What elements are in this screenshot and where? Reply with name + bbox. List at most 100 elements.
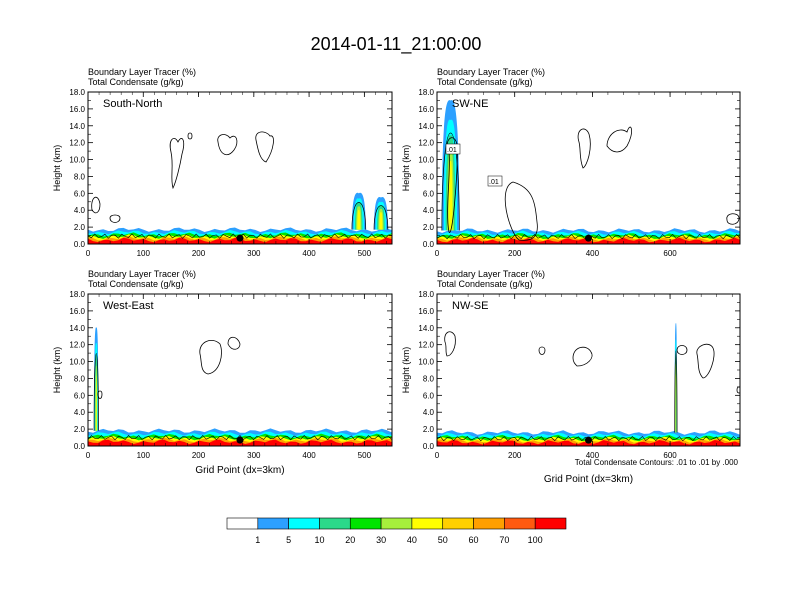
cloud-contour bbox=[217, 134, 238, 156]
y-tick-label: 18.0 bbox=[418, 290, 434, 299]
y-tick-label: 12.0 bbox=[418, 341, 434, 350]
y-tick-label: 0.0 bbox=[74, 442, 86, 451]
y-tick-label: 8.0 bbox=[423, 172, 435, 181]
y-tick-label: 6.0 bbox=[423, 189, 435, 198]
y-axis-label: Height (km) bbox=[52, 145, 62, 192]
location-marker bbox=[236, 436, 244, 444]
panels: Boundary Layer Tracer (%)Total Condensat… bbox=[52, 67, 741, 485]
y-tick-label: 4.0 bbox=[423, 408, 435, 417]
plot-area bbox=[437, 100, 740, 244]
y-tick-label: 2.0 bbox=[423, 425, 435, 434]
y-tick-label: 12.0 bbox=[69, 139, 85, 148]
plot-area bbox=[88, 131, 392, 244]
y-axis-label: Height (km) bbox=[401, 145, 411, 192]
colorbar-box bbox=[319, 517, 351, 530]
cloud-contour bbox=[606, 126, 632, 153]
y-tick-label: 18.0 bbox=[69, 88, 85, 97]
contour-label-box bbox=[445, 143, 461, 155]
y-tick-label: 8.0 bbox=[74, 172, 86, 181]
cloud-contour bbox=[109, 214, 121, 223]
y-tick-label: 14.0 bbox=[69, 122, 85, 131]
plume-contour bbox=[351, 202, 367, 230]
colorbar-label: 100 bbox=[528, 535, 543, 545]
y-axis-label: Height (km) bbox=[401, 347, 411, 394]
colorbar-box bbox=[411, 517, 444, 530]
colorbar-box bbox=[442, 517, 474, 530]
y-tick-label: 8.0 bbox=[74, 374, 86, 383]
colorbar-label: 10 bbox=[314, 535, 324, 545]
subtitle-tracer: Boundary Layer Tracer (%) bbox=[88, 269, 196, 279]
y-tick-label: 0.0 bbox=[74, 240, 86, 249]
y-tick-label: 14.0 bbox=[69, 324, 85, 333]
x-tick-label: 200 bbox=[508, 451, 522, 460]
colorbar-box bbox=[504, 517, 536, 530]
y-tick-label: 6.0 bbox=[74, 189, 86, 198]
plume-fill bbox=[95, 375, 97, 431]
y-tick-label: 16.0 bbox=[418, 105, 434, 114]
subtitle-tracer: Boundary Layer Tracer (%) bbox=[88, 67, 196, 77]
panel-1: Boundary Layer Tracer (%)Total Condensat… bbox=[52, 67, 393, 258]
y-tick-label: 6.0 bbox=[74, 391, 86, 400]
x-tick-label: 400 bbox=[302, 451, 316, 460]
y-tick-label: 10.0 bbox=[418, 358, 434, 367]
panel-frame bbox=[87, 91, 393, 245]
colorbar-label: 70 bbox=[499, 535, 509, 545]
cloud-contour bbox=[538, 346, 546, 355]
subtitle-condensate: Total Condensate (g/kg) bbox=[88, 77, 184, 87]
contour-label-box bbox=[487, 175, 503, 187]
y-tick-label: 6.0 bbox=[423, 391, 435, 400]
panel-label: NW-SE bbox=[452, 300, 488, 312]
x-tick-label: 0 bbox=[86, 451, 91, 460]
panel-label: South-North bbox=[103, 98, 162, 110]
plot-area bbox=[88, 327, 392, 446]
cloud-contour bbox=[504, 181, 538, 241]
y-tick-label: 10.0 bbox=[69, 156, 85, 165]
y-tick-label: 4.0 bbox=[74, 408, 86, 417]
location-marker bbox=[236, 234, 244, 242]
x-tick-label: 600 bbox=[663, 451, 677, 460]
y-tick-label: 14.0 bbox=[418, 122, 434, 131]
plot-area bbox=[437, 323, 740, 446]
y-tick-label: 18.0 bbox=[69, 290, 85, 299]
location-marker bbox=[585, 436, 592, 444]
x-tick-label: 300 bbox=[247, 249, 261, 258]
cloud-contour bbox=[255, 131, 274, 163]
colorbar-box bbox=[380, 517, 413, 530]
location-marker bbox=[585, 234, 592, 242]
plume-fill bbox=[448, 160, 453, 231]
cloud-contour bbox=[577, 128, 591, 169]
colorbar-label: 20 bbox=[345, 535, 355, 545]
plume-fill bbox=[675, 374, 677, 433]
plume-fill bbox=[379, 211, 383, 230]
y-tick-label: 4.0 bbox=[74, 206, 86, 215]
colorbar-box bbox=[473, 517, 505, 530]
x-axis-label: Grid Point (dx=3km) bbox=[195, 465, 284, 476]
panel-label: SW-NE bbox=[452, 98, 488, 110]
contour-label: .01 bbox=[489, 179, 499, 186]
y-tick-label: 2.0 bbox=[74, 223, 86, 232]
panel-frame bbox=[436, 91, 741, 245]
cloud-contour bbox=[696, 343, 715, 379]
x-tick-label: 200 bbox=[192, 451, 206, 460]
cloud-contour bbox=[736, 386, 740, 394]
colorbar: 1 5 10 20 30 40 50 60 70 100 bbox=[226, 517, 567, 545]
y-tick-label: 2.0 bbox=[423, 223, 435, 232]
cloud-contour bbox=[97, 390, 103, 399]
y-tick-label: 4.0 bbox=[423, 206, 435, 215]
cloud-contour bbox=[199, 340, 222, 375]
plume-fill bbox=[357, 209, 361, 230]
x-tick-label: 400 bbox=[302, 249, 316, 258]
y-tick-label: 0.0 bbox=[423, 240, 435, 249]
y-tick-label: 16.0 bbox=[69, 307, 85, 316]
y-tick-label: 16.0 bbox=[69, 105, 85, 114]
subtitle-condensate: Total Condensate (g/kg) bbox=[437, 77, 533, 87]
subtitle-condensate: Total Condensate (g/kg) bbox=[437, 279, 533, 289]
colorbar-box bbox=[288, 517, 320, 530]
cloud-contour bbox=[187, 132, 193, 140]
colorbar-label: 60 bbox=[469, 535, 479, 545]
x-tick-label: 100 bbox=[137, 451, 151, 460]
x-tick-label: 500 bbox=[358, 249, 372, 258]
x-tick-label: 500 bbox=[358, 451, 372, 460]
panel-label: West-East bbox=[103, 300, 154, 312]
